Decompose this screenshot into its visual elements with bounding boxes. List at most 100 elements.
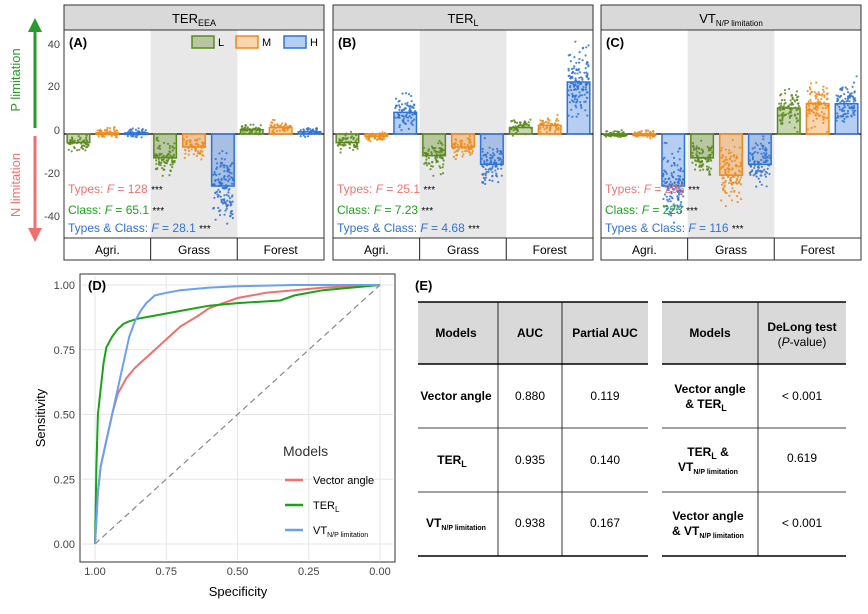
auc-table: Models AUC Partial AUC Vector angle 0.88… [418,301,648,557]
data-point [192,153,195,156]
data-point [461,150,464,153]
data-point [485,155,488,158]
data-point [169,163,172,166]
auc-row-pauc: 0.140 [590,453,620,467]
data-point [555,117,559,120]
data-point [469,138,472,141]
data-point [665,195,668,198]
data-point [401,92,404,95]
category-label: Agri. [95,243,120,257]
data-point [224,209,227,212]
data-point [512,129,515,132]
data-point [810,126,813,129]
data-point [777,114,781,117]
data-point [173,161,176,164]
data-point [676,164,679,167]
data-point [543,128,546,131]
bar-L-forest [776,107,801,135]
data-point [581,78,584,81]
data-point [231,213,234,216]
data-point [461,155,464,158]
data-point [196,152,200,155]
data-point [753,146,756,149]
data-point [789,114,792,117]
data-point [822,85,825,88]
data-point [288,124,291,127]
bar-M-grass [181,133,207,148]
data-point [394,116,397,119]
data-point [189,143,192,146]
data-point [760,152,763,155]
data-point [696,150,699,153]
data-point [644,129,648,132]
data-point [344,134,347,137]
data-point [822,90,826,93]
data-point [510,120,513,123]
data-point [850,92,853,95]
data-point [586,72,589,75]
data-point [848,107,851,110]
data-point [665,172,668,175]
data-point [185,135,188,138]
data-point [673,162,676,165]
top-y-axis: 40 20 0 -20 -40 [44,39,60,223]
data-point [780,99,784,102]
data-point [809,93,812,96]
bar-H-forest [566,81,591,135]
data-point [160,152,163,156]
data-point [765,152,768,155]
data-point [669,180,672,183]
data-point [809,88,812,91]
category-cell [505,237,594,261]
auc-row-model: VTN/P limitation [426,516,486,532]
data-point [751,169,754,172]
data-point [413,118,416,121]
data-point [722,160,725,163]
data-point [230,203,233,206]
data-point [783,102,786,106]
bar-panel-c: VTN/P limitation Agri. Grass Forest (C) Types… [600,4,862,261]
data-point [442,163,445,166]
stat-line: Class: F = 7.23 *** [337,203,433,217]
data-point [454,138,457,141]
data-point [409,109,412,112]
data-point [844,86,847,89]
data-point [575,115,578,118]
stat-line: Types & Class: F = 116 *** [605,221,744,235]
data-point [573,98,577,101]
category-label: Agri. [364,243,389,257]
data-point [739,165,742,168]
p-arrow-head [28,18,42,32]
data-point [679,203,682,206]
data-point [580,106,583,109]
data-point [402,117,405,121]
data-point [68,143,71,146]
data-point [465,149,469,152]
data-point [106,128,109,131]
x-tick-label: 1.00 [84,566,105,578]
data-point [394,106,397,110]
data-point [796,130,799,133]
bar-panel-b: TERL Agri. Grass Forest (B) Types: F = 25.1 *… [332,4,594,261]
panel-strip [332,4,594,31]
data-point [665,207,668,211]
data-point [573,83,576,86]
data-point [763,168,766,171]
data-point [427,148,430,151]
data-point [668,198,671,201]
panel-strip [63,4,325,31]
data-point [230,172,233,175]
data-point [71,137,74,140]
data-point [706,168,709,171]
data-point [578,61,581,64]
data-point [751,155,755,158]
data-point [491,179,494,182]
data-point [730,160,734,163]
data-point [676,190,680,194]
data-point [381,138,384,141]
data-point [160,161,163,164]
data-point [579,101,582,104]
x-tick-label: 0.00 [369,566,390,578]
data-point [813,91,816,94]
data-point [511,134,514,137]
